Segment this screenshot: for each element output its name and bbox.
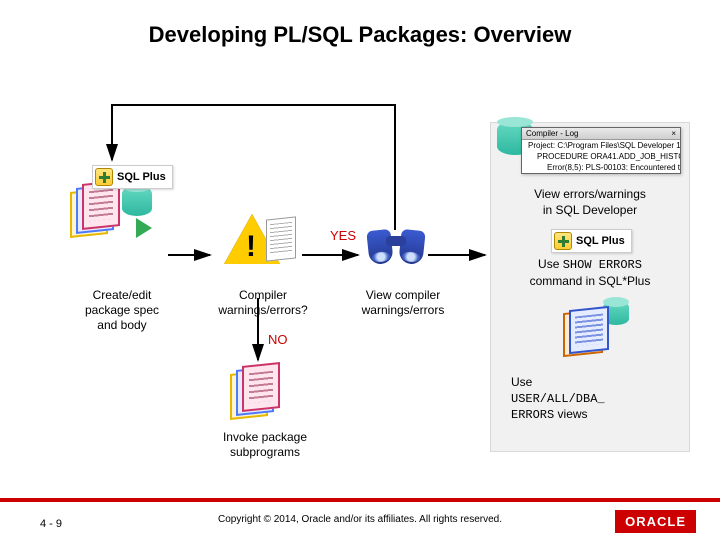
panel-line3a: Use <box>511 375 532 389</box>
edge-no: NO <box>268 332 288 347</box>
views-book-icon <box>563 305 615 357</box>
logwin-row1: Project: C:\Program Files\SQL Developer … <box>528 141 680 150</box>
sqlplus-label: SQL Plus <box>576 235 625 247</box>
copyright: Copyright © 2014, Oracle and/or its affi… <box>0 514 720 525</box>
node-view-compiler <box>366 222 426 270</box>
panel-line3: Use USER/ALL/DBA_ ERRORS views <box>511 375 681 424</box>
edge-yes: YES <box>330 228 356 243</box>
plus-icon <box>554 232 572 250</box>
label-compiler: Compiler warnings/errors? <box>208 288 318 318</box>
label-create-edit: Create/edit package spec and body <box>62 288 182 333</box>
compiler-log-window: Compiler - Log × Project: C:\Program Fil… <box>521 127 681 174</box>
methods-panel: Compiler - Log × Project: C:\Program Fil… <box>490 122 690 452</box>
oracle-logo: ORACLE <box>615 510 696 533</box>
page-title: Developing PL/SQL Packages: Overview <box>0 22 720 48</box>
panel-line3b: USER/ALL/DBA_ <box>511 392 605 406</box>
panel-line2b: SHOW ERRORS <box>563 258 642 272</box>
plus-icon <box>95 168 113 186</box>
footer: 4 - 9 Copyright © 2014, Oracle and/or it… <box>0 498 720 540</box>
label-view-compiler: View compiler warnings/errors <box>348 288 458 318</box>
sqlplus-badge-panel: SQL Plus <box>551 229 632 253</box>
logwin-row3: Error(8,5): PLS-00103: Encountered the <box>547 163 680 172</box>
panel-line2a: Use <box>538 257 563 271</box>
node-compiler <box>216 212 286 274</box>
sqlplus-badge-create: SQL Plus <box>92 165 173 189</box>
sqlplus-label: SQL Plus <box>117 171 166 183</box>
logwin-row2: PROCEDURE ORA41.ADD_JOB_HISTORY@ <box>537 152 680 161</box>
label-invoke: Invoke package subprograms <box>206 430 324 460</box>
panel-line3c: ERRORS <box>511 408 554 422</box>
node-invoke <box>230 362 282 418</box>
panel-line3d: views <box>554 407 587 421</box>
panel-line2: Use SHOW ERRORS command in SQL*Plus <box>491 257 689 289</box>
panel-line1: View errors/warnings in SQL Developer <box>491 187 689 218</box>
panel-line2c: command in SQL*Plus <box>530 274 651 288</box>
logwin-close-icon: × <box>671 129 676 138</box>
logwin-title: Compiler - Log <box>526 129 578 138</box>
